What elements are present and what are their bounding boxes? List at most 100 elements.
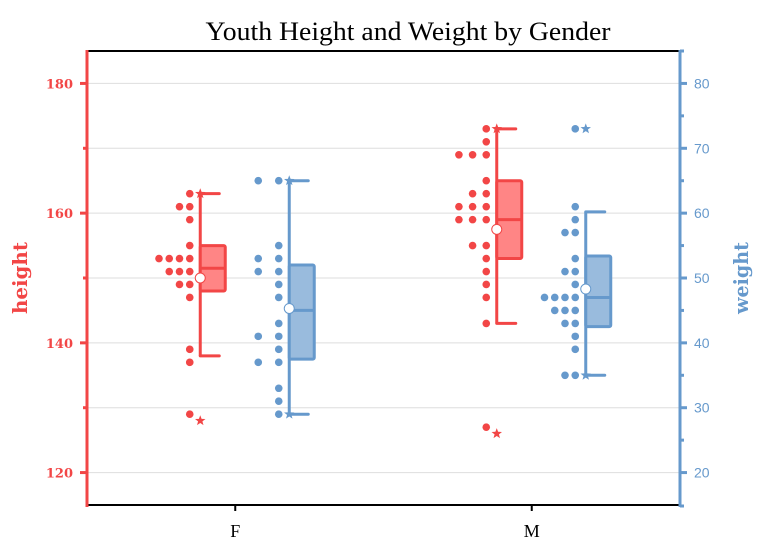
y-right-tick-label: 60 (694, 205, 710, 221)
y-right-tick-label: 50 (694, 270, 710, 286)
dot-height-F (155, 254, 163, 263)
dot-weight-M (571, 306, 580, 315)
dot-height-F (185, 189, 194, 198)
dot-weight-M (571, 125, 580, 133)
dot-height-M (482, 176, 491, 185)
dot-weight-M (571, 280, 580, 289)
max-star-height-M (491, 123, 502, 134)
dot-height-M (468, 202, 477, 211)
mean-marker-weight-M (580, 283, 592, 295)
y-right-tick-label: 40 (694, 335, 710, 351)
dot-height-M (482, 319, 491, 328)
mean-marker-height-F (194, 272, 206, 284)
max-star-weight-M (580, 123, 591, 134)
dot-height-F (175, 202, 184, 211)
y-axis-left-title: height (8, 241, 32, 314)
dot-height-F (185, 241, 194, 250)
min-star-height-M (491, 428, 502, 439)
dot-height-F (165, 254, 174, 263)
dot-height-F (185, 215, 194, 224)
dot-weight-M (571, 202, 580, 211)
dot-weight-F (274, 319, 283, 328)
y-right-tick-label: 30 (694, 400, 710, 416)
axes: 120 140 160 180 20 30 40 50 60 70 80 F M (46, 49, 710, 541)
dot-height-F (185, 345, 194, 354)
mean-marker-weight-F (283, 302, 295, 314)
dot-weight-F (274, 345, 283, 354)
y-left-tick-label: 180 (46, 77, 73, 92)
dot-height-M (482, 293, 491, 302)
dot-weight-M (571, 215, 580, 224)
dot-height-M (455, 215, 463, 224)
dot-weight-F (274, 410, 283, 419)
dot-weight-M (571, 293, 580, 302)
max-star-weight-F (284, 175, 295, 186)
dot-height-M (482, 150, 491, 159)
dot-weight-F (274, 280, 283, 289)
dot-height-F (185, 358, 194, 367)
dot-weight-M (571, 319, 580, 328)
y-right-tick-label: 20 (694, 465, 710, 481)
dot-weight-F (274, 397, 283, 406)
dot-height-F (185, 254, 194, 263)
gridlines (87, 82, 680, 474)
y-left-tick-label: 120 (46, 467, 73, 482)
dot-weight-F (274, 384, 283, 393)
min-star-weight-M (580, 369, 591, 380)
dot-height-F (165, 267, 174, 276)
max-star-height-F (195, 188, 206, 199)
dot-height-F (185, 280, 194, 289)
dot-height-M (482, 241, 491, 250)
dot-height-F (185, 410, 194, 419)
dot-weight-F (274, 332, 283, 341)
x-tick-label-M: M (524, 521, 540, 541)
dot-height-M (482, 423, 491, 431)
dot-weight-F (254, 358, 263, 367)
dot-weight-F (254, 267, 263, 276)
dot-height-F (185, 267, 194, 276)
y-left-tick-label: 160 (46, 207, 73, 222)
dot-height-M (455, 202, 463, 211)
plot-area (155, 123, 613, 439)
chart-title: Youth Height and Weight by Gender (206, 17, 611, 46)
dot-height-M (482, 189, 491, 198)
dot-weight-M (550, 293, 559, 302)
dot-height-M (455, 150, 463, 159)
dot-weight-M (571, 332, 580, 341)
dot-weight-M (571, 267, 580, 276)
dot-height-M (468, 189, 477, 198)
y-right-tick-label: 70 (694, 140, 710, 156)
dot-weight-M (540, 293, 549, 302)
dot-weight-M (561, 228, 569, 237)
dot-weight-F (274, 293, 283, 302)
y-axis-right-title: weight (729, 241, 753, 315)
dot-height-F (175, 280, 184, 289)
min-star-weight-F (284, 408, 295, 419)
dot-height-F (185, 202, 194, 211)
dot-weight-M (561, 319, 569, 328)
dot-weight-F (254, 176, 263, 185)
dot-weight-F (274, 176, 283, 185)
dot-height-M (482, 125, 491, 133)
dot-height-M (468, 241, 477, 250)
min-star-height-F (195, 415, 206, 426)
dot-weight-M (571, 345, 580, 354)
dot-height-M (468, 215, 477, 224)
dot-weight-M (571, 228, 580, 237)
dot-weight-M (550, 306, 559, 315)
mean-marker-height-M (491, 223, 503, 235)
dot-weight-F (274, 254, 283, 263)
dot-weight-F (254, 332, 263, 341)
dot-weight-M (561, 306, 569, 315)
dot-height-F (175, 267, 184, 276)
dot-weight-M (571, 254, 580, 263)
dot-height-F (185, 293, 194, 302)
y-right-tick-label: 80 (694, 75, 710, 91)
dot-height-M (482, 267, 491, 276)
dot-weight-M (571, 371, 580, 380)
dot-weight-M (561, 293, 569, 302)
dot-height-M (482, 254, 491, 263)
dot-height-M (482, 215, 491, 224)
dot-weight-F (274, 358, 283, 367)
